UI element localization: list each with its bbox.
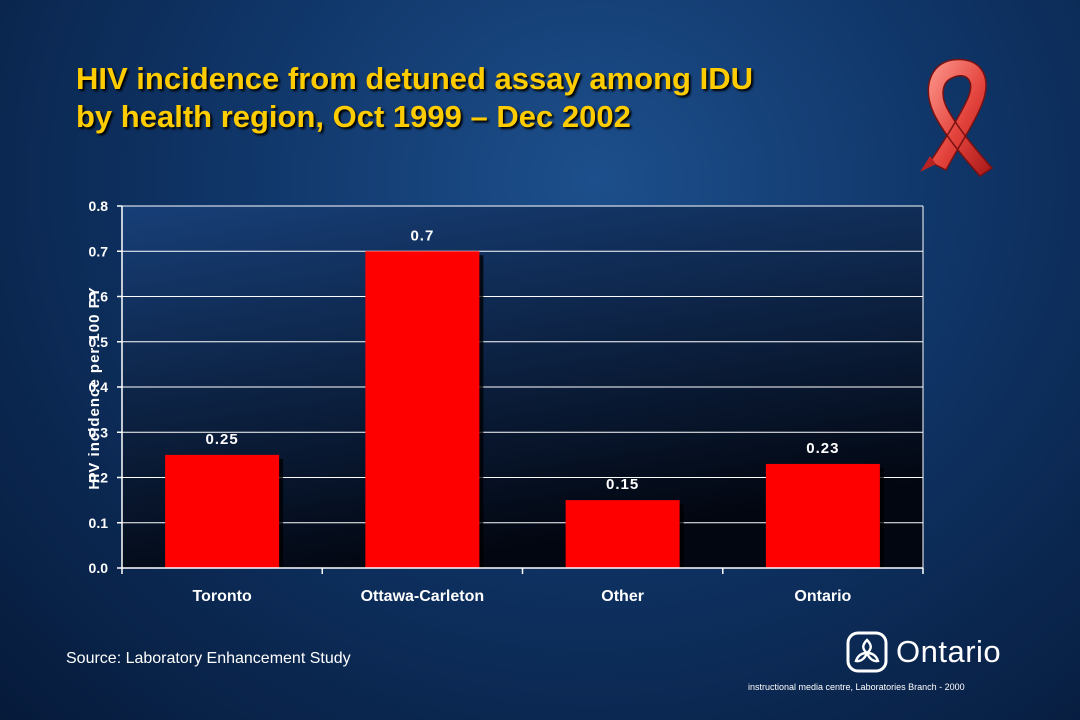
data-label: 0.23 — [806, 440, 839, 457]
source-note: Source: Laboratory Enhancement Study — [66, 650, 351, 667]
bar — [765, 463, 880, 568]
red-ribbon-icon — [920, 58, 994, 177]
bar — [165, 454, 280, 568]
y-axis-label: HIV incidence per 100 PY — [86, 286, 103, 489]
ontario-logo: Ontario — [846, 630, 1001, 674]
y-tick-label: 0.2 — [89, 470, 109, 486]
slide-title: HIV incidence from detuned assay among I… — [76, 60, 916, 136]
y-tick-label: 0.4 — [89, 379, 109, 395]
data-label: 0.25 — [206, 431, 239, 448]
x-tick-label: Ottawa-Carleton — [361, 588, 485, 605]
title-line-2: by health region, Oct 1999 – Dec 2002 — [76, 99, 631, 134]
y-tick-label: 0.3 — [89, 424, 109, 440]
y-tick-label: 0.1 — [89, 515, 109, 531]
y-tick-label: 0.5 — [89, 334, 109, 350]
y-tick-label: 0.0 — [89, 560, 109, 576]
data-label: 0.15 — [606, 476, 639, 493]
y-tick-label: 0.8 — [89, 198, 109, 214]
logo-text: Ontario — [896, 634, 1002, 669]
x-tick-label: Other — [601, 588, 644, 605]
y-tick-label: 0.6 — [89, 289, 109, 305]
x-tick-label: Ontario — [794, 588, 851, 605]
y-tick-label: 0.7 — [89, 243, 109, 259]
data-label: 0.7 — [410, 227, 434, 244]
credit-note: instructional media centre, Laboratories… — [748, 682, 965, 692]
bar — [565, 500, 680, 568]
x-tick-label: Toronto — [193, 588, 252, 605]
bar — [365, 251, 480, 568]
title-line-1: HIV incidence from detuned assay among I… — [76, 61, 753, 96]
trillium-logo-icon — [846, 631, 888, 673]
